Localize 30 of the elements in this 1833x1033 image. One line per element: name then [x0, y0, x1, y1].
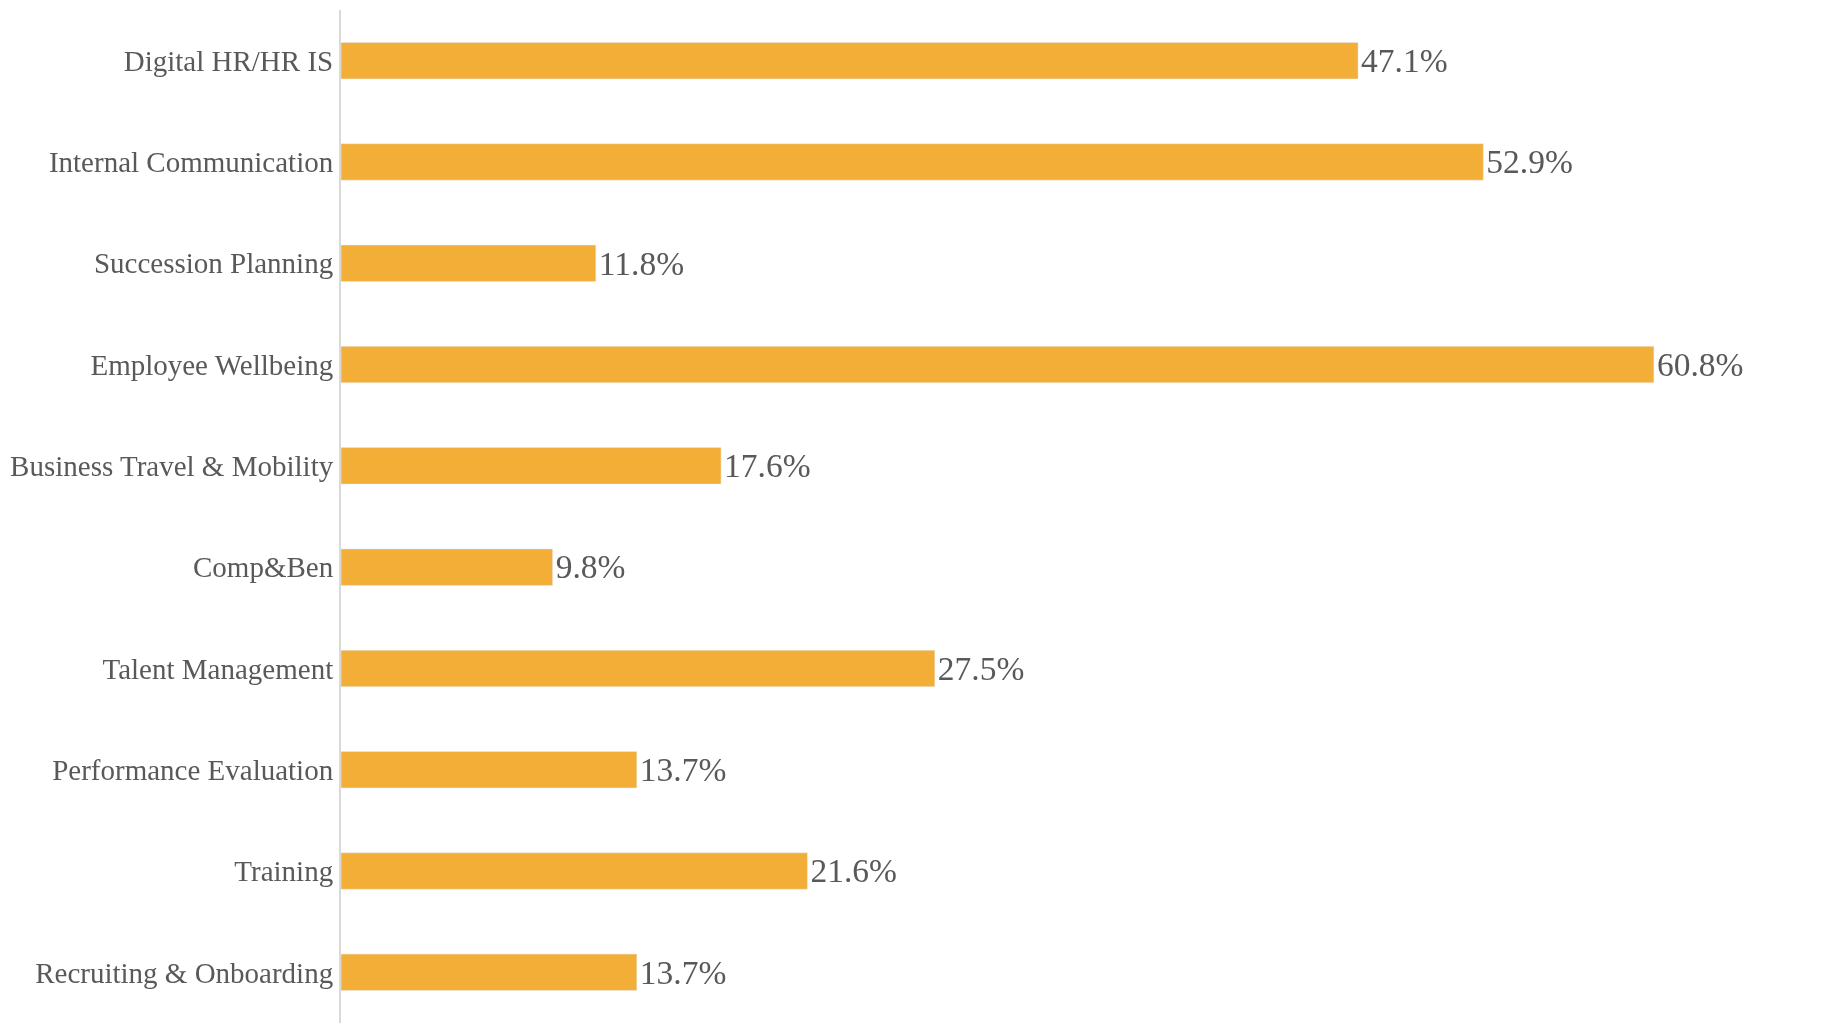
data-label: 9.8%	[555, 548, 626, 586]
bar	[341, 852, 808, 890]
y-tick-label: Business Travel & Mobility	[10, 450, 334, 482]
y-tick-label: Comp&Ben	[193, 551, 334, 584]
data-label: 13.7%	[639, 953, 727, 991]
bar	[341, 244, 597, 282]
bar	[341, 447, 722, 485]
data-label: 11.8%	[598, 244, 685, 282]
bar	[341, 346, 1655, 384]
y-tick-label: Employee Wellbeing	[90, 348, 334, 381]
data-label: 27.5%	[937, 649, 1025, 687]
y-tick-label: Internal Communication	[48, 146, 334, 179]
bar	[341, 953, 638, 991]
data-label: 52.9%	[1486, 143, 1573, 181]
bar	[341, 649, 936, 687]
data-label: 60.8%	[1656, 345, 1744, 383]
bar	[341, 143, 1484, 181]
y-tick-label: Succession Planning	[93, 247, 334, 280]
bar	[341, 42, 1359, 80]
data-label: 13.7%	[639, 751, 727, 789]
y-tick-label: Recruiting & Onboarding	[35, 956, 334, 989]
bar	[341, 548, 553, 586]
data-label: 21.6%	[810, 852, 897, 890]
y-tick-label: Talent Management	[102, 652, 334, 685]
data-label: 47.1%	[1361, 41, 1448, 79]
y-tick-label: Performance Evaluation	[52, 753, 334, 786]
data-label: 17.6%	[724, 447, 811, 485]
y-tick-label: Training	[234, 855, 334, 888]
bar	[341, 751, 638, 789]
y-tick-label: Digital HR/HR IS	[123, 44, 334, 77]
